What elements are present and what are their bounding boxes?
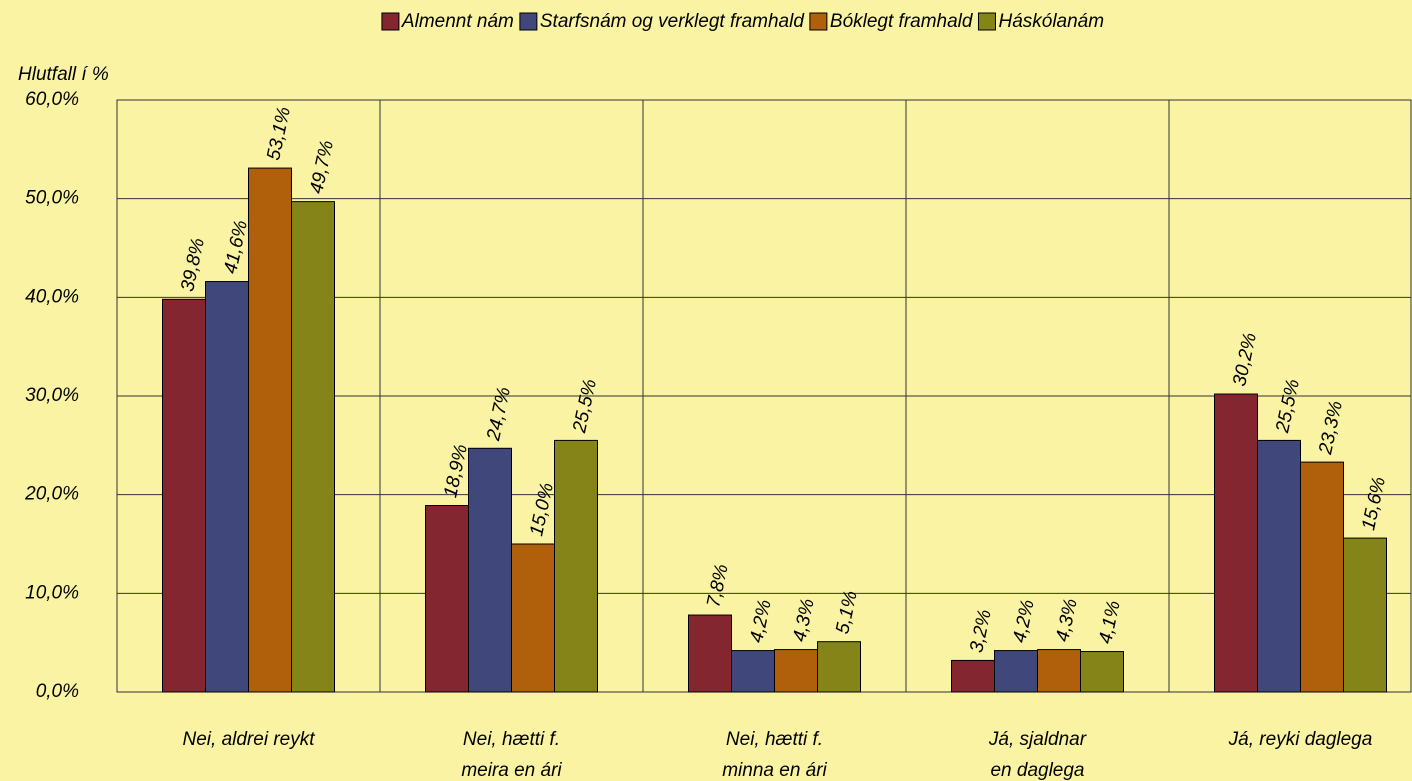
x-tick-label: Nei, hætti f. minna en ári xyxy=(722,729,827,781)
legend-label: Háskólanám xyxy=(998,11,1104,32)
legend-swatch xyxy=(381,12,400,31)
y-tick-label: 50,0% xyxy=(25,188,79,209)
x-tick-label-line: minna en ári xyxy=(722,760,827,781)
legend-label: Bóklegt framhald xyxy=(830,11,974,32)
x-tick-label-line: en daglega xyxy=(990,760,1084,781)
legend-label: Almennt nám xyxy=(401,11,514,32)
x-tick-label-line: Nei, aldrei reykt xyxy=(183,729,316,750)
y-tick-label: 0,0% xyxy=(36,681,79,702)
bar xyxy=(1343,537,1387,693)
y-axis-label: Hlutfall í % xyxy=(18,64,109,85)
bar xyxy=(731,650,775,693)
bar xyxy=(1257,439,1301,693)
x-tick-label-line: Já, sjaldnar xyxy=(988,729,1087,750)
x-tick-label: Já, sjaldnar en daglega xyxy=(988,729,1087,781)
bar xyxy=(554,439,598,693)
y-tick-label: 10,0% xyxy=(25,582,79,603)
bar xyxy=(248,167,292,693)
bar xyxy=(774,649,818,693)
y-tick-label: 30,0% xyxy=(25,385,79,406)
bar xyxy=(1214,393,1258,693)
bar xyxy=(511,543,555,693)
bar xyxy=(291,201,335,693)
bar xyxy=(162,298,206,693)
x-tick-label-line: Nei, hætti f. xyxy=(463,729,560,750)
x-tick-label: Já, reyki daglega xyxy=(1228,729,1373,750)
legend-swatch xyxy=(809,12,828,31)
bar xyxy=(951,659,995,693)
bar xyxy=(468,447,512,693)
bar xyxy=(1080,651,1124,693)
bar xyxy=(1037,649,1081,693)
bar xyxy=(425,505,469,693)
y-tick-label: 40,0% xyxy=(25,286,79,307)
x-tick-label: Nei, hætti f. meira en ári xyxy=(461,729,562,781)
legend-label: Starfsnám og verklegt framhald xyxy=(540,11,805,32)
x-tick-label: Nei, aldrei reykt xyxy=(183,729,316,750)
x-tick-label-line: Nei, hætti f. xyxy=(726,729,823,750)
bar xyxy=(688,614,732,693)
legend-item: Starfsnám og verklegt framhald xyxy=(519,11,805,32)
y-tick-label: 20,0% xyxy=(24,484,79,505)
bar xyxy=(817,641,861,693)
bar xyxy=(205,281,249,693)
legend-item: Háskólanám xyxy=(977,11,1104,32)
legend-swatch xyxy=(519,12,538,31)
x-tick-label-line: meira en ári xyxy=(461,760,562,781)
bar xyxy=(994,650,1038,693)
x-tick-label-line: Já, reyki daglega xyxy=(1228,729,1373,750)
legend-swatch xyxy=(977,12,996,31)
legend-item: Almennt nám xyxy=(381,11,514,32)
y-tick-label: 60,0% xyxy=(25,89,79,110)
bar xyxy=(1300,461,1344,693)
legend-item: Bóklegt framhald xyxy=(809,11,974,32)
